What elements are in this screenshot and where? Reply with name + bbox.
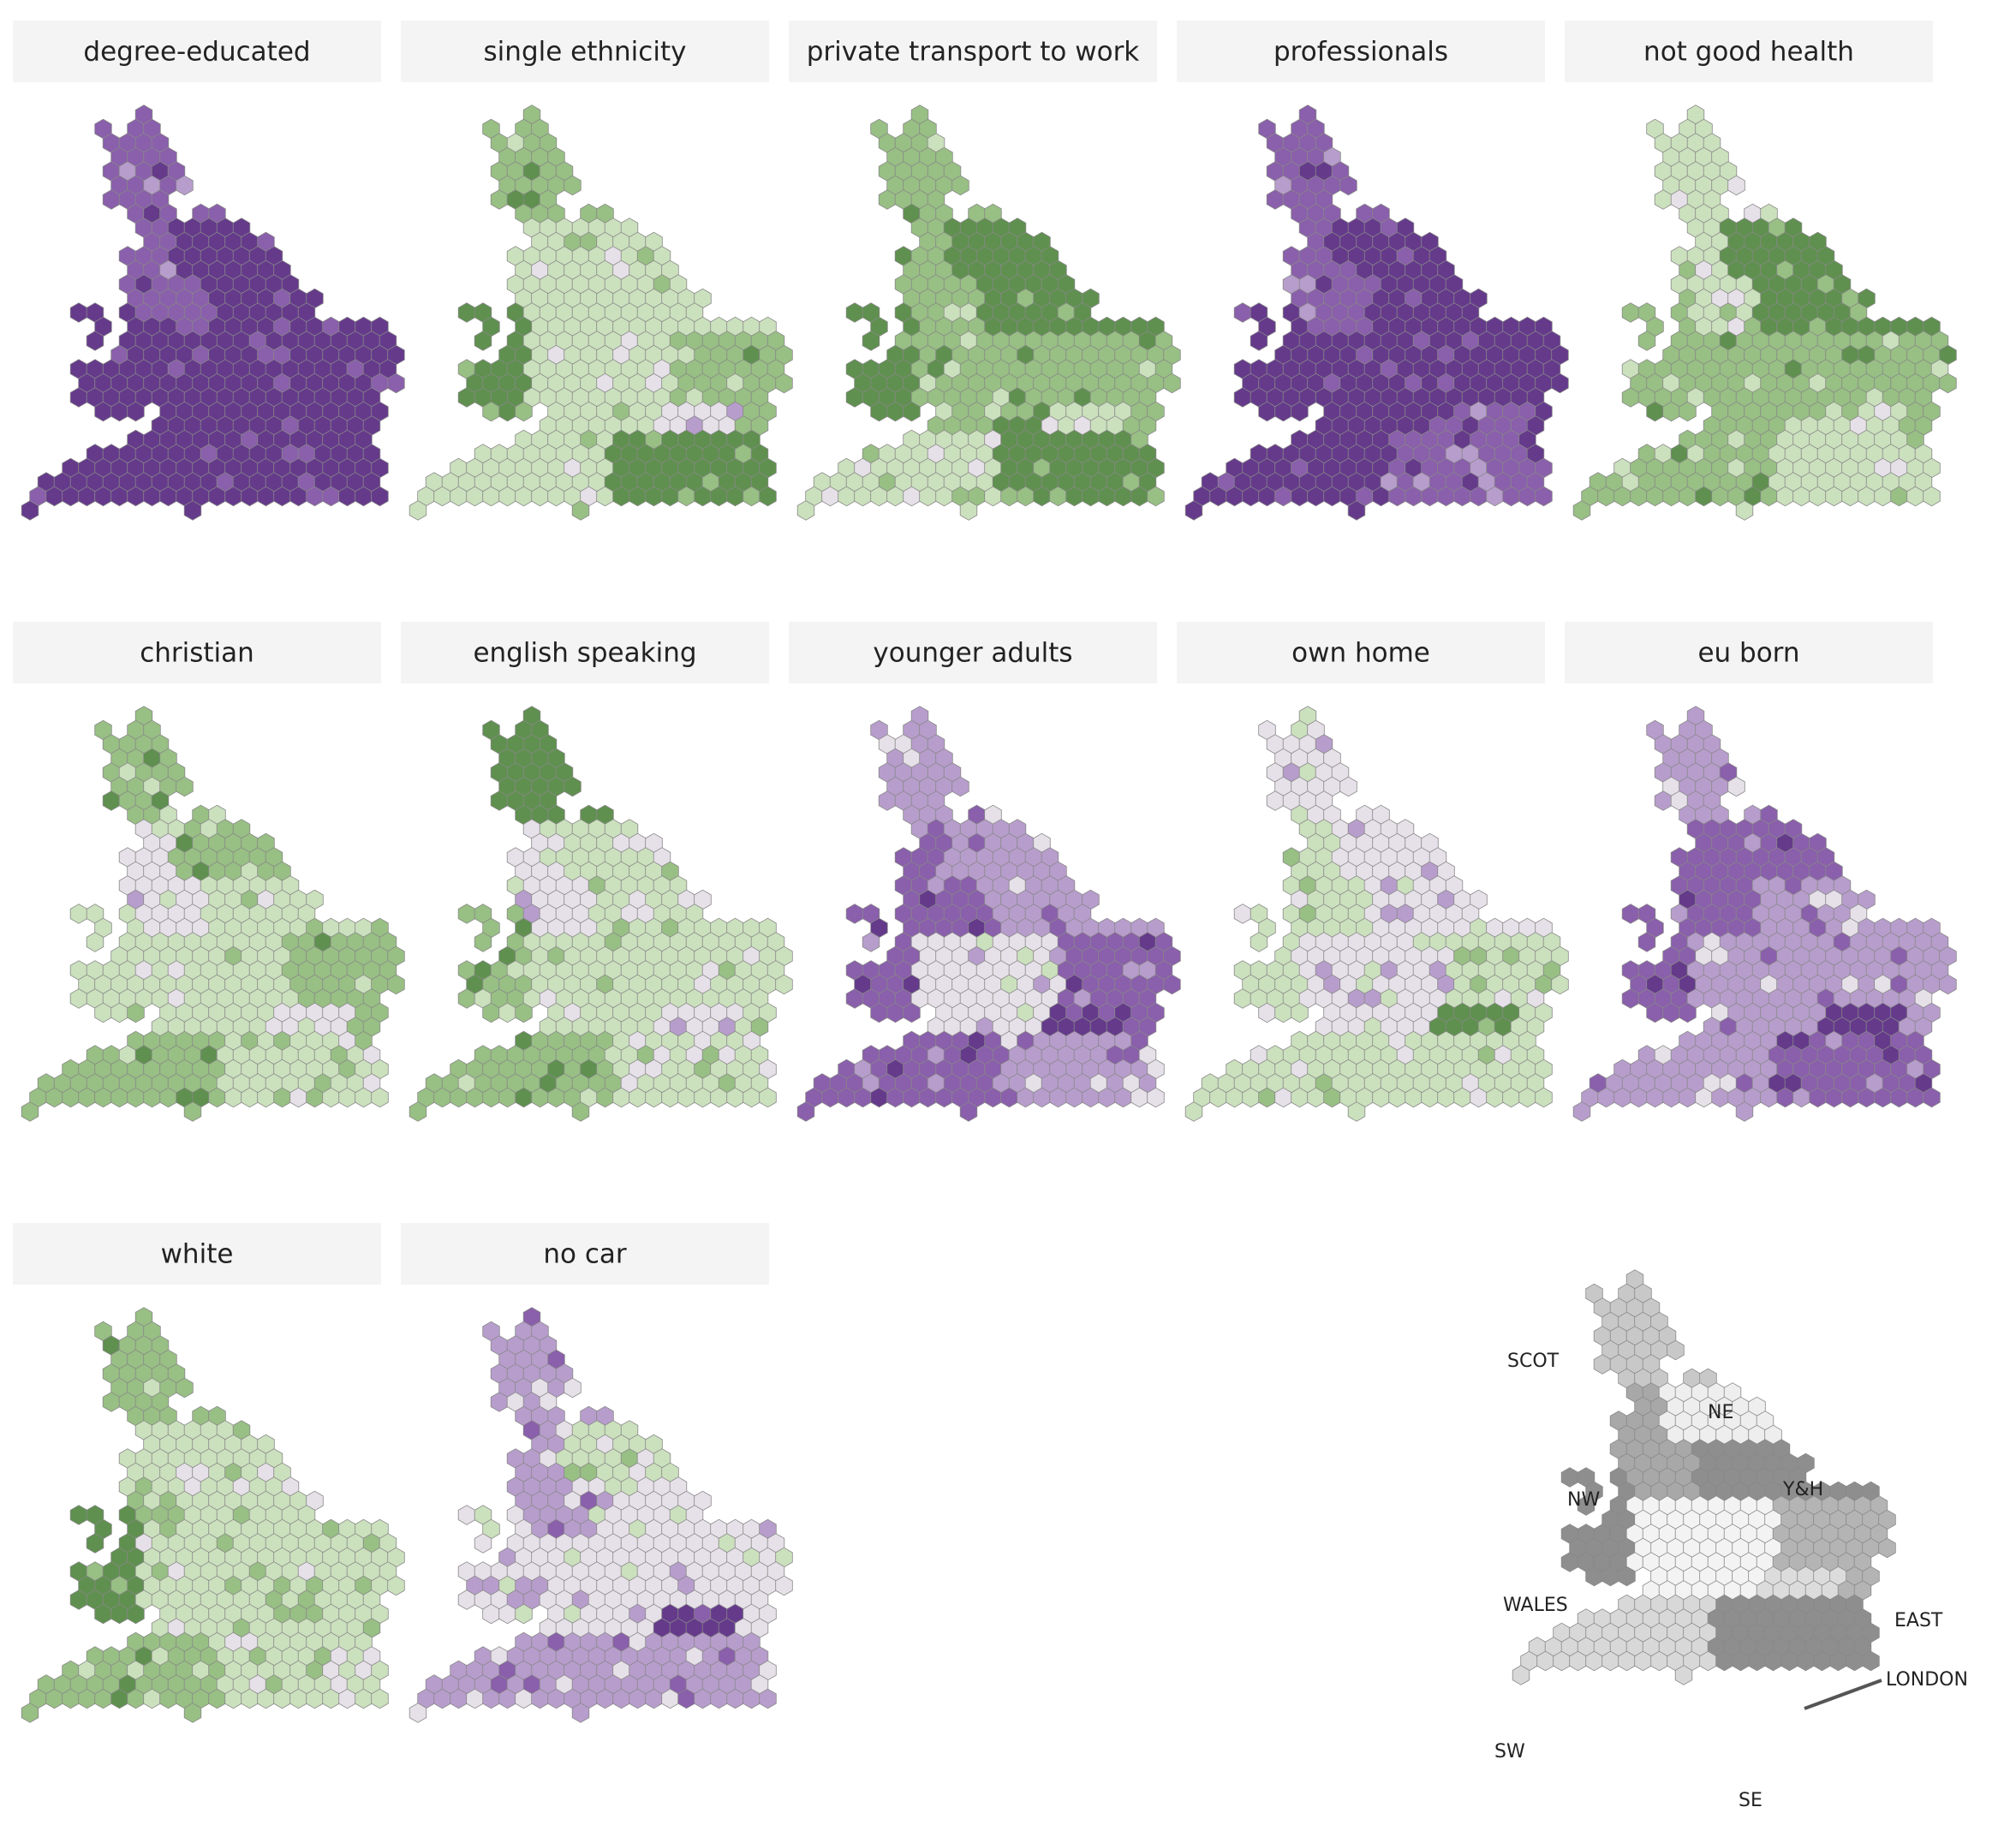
- hex: [1621, 904, 1640, 924]
- hex: [1233, 302, 1252, 323]
- hex: [1147, 486, 1165, 507]
- london-pointer: [1804, 1679, 1882, 1710]
- region-label: SCOT: [1507, 1351, 1560, 1372]
- hex: [1535, 486, 1553, 507]
- panel-title: white: [161, 1239, 234, 1270]
- panel: white: [13, 1223, 405, 1723]
- hex: [69, 302, 88, 323]
- hex: [1727, 175, 1745, 196]
- hex: [515, 401, 533, 422]
- panel-title: eu born: [1697, 638, 1799, 669]
- hex: [775, 373, 793, 394]
- hex: [1233, 904, 1252, 924]
- hex: [845, 302, 864, 323]
- hex: [759, 486, 777, 507]
- hex: [1163, 373, 1181, 394]
- panel-header: [13, 21, 381, 82]
- hex: [1291, 401, 1309, 422]
- panel-title: single ethnicity: [484, 37, 687, 68]
- hex: [951, 175, 969, 196]
- panel-header: [401, 21, 769, 82]
- panel-title: english speaking: [473, 638, 696, 669]
- panel-title: degree-educated: [83, 37, 310, 68]
- hex: [1560, 1467, 1579, 1488]
- hex: [1621, 302, 1640, 323]
- hex: [409, 500, 427, 521]
- hex: [457, 1505, 476, 1525]
- panel: english speaking: [401, 622, 793, 1122]
- panel: christian: [13, 622, 405, 1122]
- panel-title: private transport to work: [807, 37, 1140, 68]
- hex: [176, 175, 194, 196]
- region-label: EAST: [1894, 1610, 1943, 1631]
- region-label: SW: [1494, 1741, 1525, 1762]
- hex: [903, 401, 921, 422]
- hex: [457, 302, 476, 323]
- panel: not good health: [1565, 21, 1957, 521]
- hex: [1637, 331, 1656, 351]
- hex: [1939, 373, 1957, 394]
- panel: own home: [1177, 622, 1569, 1122]
- hex: [1735, 500, 1754, 521]
- hex: [564, 175, 582, 196]
- panel: no car: [401, 1223, 793, 1723]
- panel-title: professionals: [1273, 37, 1448, 68]
- panel: younger adults: [789, 622, 1181, 1122]
- hex: [1572, 500, 1591, 521]
- region-label: LONDON: [1886, 1669, 1968, 1691]
- hex: [1184, 500, 1203, 521]
- hex: [796, 500, 815, 521]
- panel-title: younger adults: [873, 638, 1072, 669]
- hex: [387, 373, 405, 394]
- panel: private transport to work: [789, 21, 1181, 521]
- region-label: NE: [1708, 1402, 1733, 1423]
- panel-header: [1565, 21, 1933, 82]
- hex: [127, 401, 145, 422]
- hex: [183, 500, 202, 521]
- hex: [959, 500, 978, 521]
- hex: [1551, 373, 1569, 394]
- region-label: NW: [1567, 1489, 1600, 1511]
- panel-header: [13, 622, 381, 683]
- hex: [176, 776, 194, 797]
- panel: eu born: [1565, 622, 1957, 1122]
- region-label: SE: [1739, 1790, 1763, 1811]
- panel-title: own home: [1291, 638, 1430, 669]
- panel-title: no car: [543, 1239, 627, 1270]
- hex: [1250, 331, 1268, 351]
- region-key: [1512, 1269, 1896, 1685]
- panel-title: christian: [140, 638, 254, 669]
- region-label: Y&H: [1782, 1479, 1823, 1500]
- hex: [21, 500, 39, 521]
- hex: [474, 331, 492, 351]
- hex: [86, 331, 104, 351]
- hex: [845, 904, 864, 924]
- panel: professionals: [1177, 21, 1569, 521]
- hex: [1339, 175, 1357, 196]
- hex: [862, 331, 880, 351]
- region-label: WALES: [1503, 1595, 1568, 1616]
- panel-header: [1177, 21, 1545, 82]
- panel: single ethnicity: [401, 21, 793, 521]
- hex: [69, 904, 88, 924]
- hex: [371, 486, 389, 507]
- hex: [1923, 486, 1941, 507]
- panel-header: [789, 21, 1157, 82]
- panel-title: not good health: [1643, 37, 1854, 68]
- hex: [1679, 401, 1697, 422]
- hex: [457, 904, 476, 924]
- hex: [69, 1505, 88, 1525]
- hex: [1347, 500, 1366, 521]
- panel: degree-educated: [13, 21, 405, 521]
- hex: [571, 500, 590, 521]
